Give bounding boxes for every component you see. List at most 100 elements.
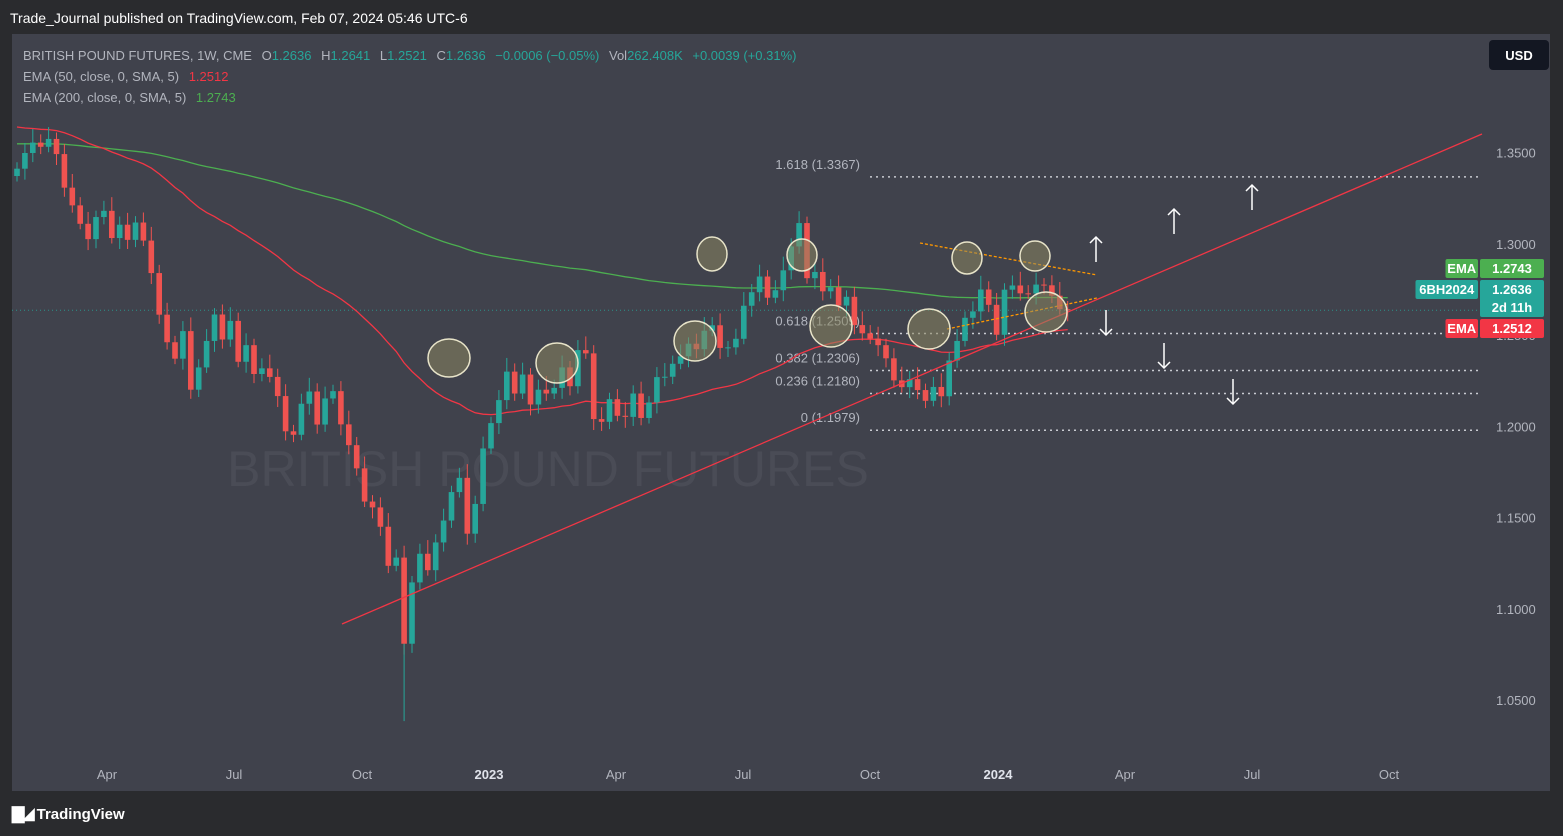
up-arrow-icon	[1167, 207, 1181, 234]
candle-body	[124, 224, 131, 240]
price-tag: 6BH2024 1.2636 2d 11h	[1415, 280, 1544, 317]
legend-l-value: 1.2521	[387, 48, 427, 63]
candle-body	[211, 314, 218, 341]
candle-body	[606, 399, 613, 422]
x-axis-tick-label: Oct	[352, 767, 373, 782]
x-axis-tick-label: Oct	[860, 767, 881, 782]
candle-body	[827, 287, 834, 292]
candle-body	[646, 402, 652, 418]
legend-c-value: 1.2636	[445, 48, 486, 63]
candle-body	[519, 374, 526, 394]
legend-ema50-value: 1.2512	[188, 69, 229, 84]
legend-vol-change: +0.0039 (+0.31%)	[692, 48, 797, 63]
chart-area[interactable]: BRITISH POUND FUTURES 1.618 (1.3367) 0.61…	[12, 34, 1550, 791]
ema-200-line	[17, 143, 1068, 299]
candle-body	[322, 398, 328, 425]
candle-body	[282, 396, 289, 432]
candle-body	[456, 477, 463, 493]
legend-ema200-label: EMA (200, close, 0, SMA, 5)	[23, 90, 187, 105]
price-tag-value-bg	[1480, 259, 1544, 278]
ema-50-line	[16, 126, 1068, 416]
candle-body	[1064, 309, 1071, 311]
candle-body	[590, 353, 597, 420]
candle-body	[812, 271, 818, 279]
highlight-circle	[786, 238, 818, 272]
y-axis-tick-label: 1.1000	[1496, 602, 1536, 617]
y-axis-tick-label: 1.2000	[1496, 419, 1536, 434]
candle-body	[203, 340, 210, 368]
x-axis-tick-label: Jul	[226, 767, 243, 782]
candle-body	[954, 340, 960, 361]
candle-body	[148, 240, 155, 274]
y-axis-tick-label: 1.1500	[1496, 511, 1536, 526]
watermark-text: BRITISH POUND FUTURES	[227, 441, 869, 497]
legend-h-label: H	[321, 48, 331, 63]
candle-body	[346, 424, 352, 446]
highlight-circle	[907, 308, 951, 350]
candle-body	[598, 419, 605, 422]
x-axis-tick-label: Oct	[1379, 767, 1400, 782]
down-arrow-icon	[1226, 379, 1240, 406]
candle-body	[630, 393, 636, 417]
currency-button[interactable]: USD	[1489, 40, 1549, 70]
fib-label: 0.236 (1.2180)	[775, 374, 860, 389]
candle-body	[1017, 285, 1024, 294]
legend-o-label: O	[261, 48, 272, 63]
candle-body	[851, 296, 858, 326]
candle-body	[527, 374, 534, 405]
x-axis-tick-label: 2024	[984, 767, 1014, 782]
price-tag-value: 1.2512	[1492, 321, 1532, 336]
candle-body	[535, 389, 542, 405]
candle-body	[985, 289, 992, 305]
candle-body	[425, 553, 431, 571]
candle-body	[409, 582, 415, 644]
candle-body	[243, 345, 249, 362]
tradingview-logo[interactable]: ▇◢ TradingView	[12, 804, 125, 824]
candle-body	[259, 368, 265, 374]
x-axis-tick-label: 2023	[475, 767, 504, 782]
candle-body	[401, 557, 407, 644]
candle-body	[93, 217, 99, 240]
fib-levels: 1.618 (1.3367)0.618 (1.2509)0.382 (1.230…	[12, 157, 1482, 431]
candle-body	[859, 325, 866, 334]
down-arrow-icon	[1157, 343, 1171, 370]
wedge-lower-line	[946, 297, 1098, 330]
candle-body	[472, 503, 478, 534]
candle-body	[464, 477, 471, 534]
fib-label: 0 (1.1979)	[801, 410, 860, 425]
price-tag-name-bg	[1415, 280, 1478, 299]
candle-body	[188, 331, 194, 390]
candle-body	[274, 376, 281, 397]
price-tag-countdown: 2d 11h	[1492, 300, 1533, 315]
price-tag-value-bg	[1480, 280, 1544, 317]
legend-c-label: C	[436, 48, 446, 63]
candle-body	[638, 393, 644, 418]
candle-body	[353, 445, 360, 469]
candlestick-chart[interactable]: BRITISH POUND FUTURES 1.618 (1.3367)0.61…	[12, 34, 1550, 791]
candle-body	[543, 389, 550, 394]
price-tag-name-bg	[1445, 319, 1478, 338]
candle-body	[369, 501, 376, 508]
legend-symbol-row: BRITISH POUND FUTURES, 1W, CME O1.2636 H…	[23, 45, 796, 66]
candle-body	[37, 142, 44, 147]
candle-body	[440, 520, 447, 543]
candle-body	[835, 287, 842, 306]
candle-body	[946, 360, 952, 397]
candle-body	[132, 222, 139, 240]
highlight-circle	[1024, 291, 1068, 333]
candle-body	[156, 273, 162, 315]
candle-body	[978, 289, 984, 312]
y-axis-tick-label: 1.3500	[1496, 146, 1536, 161]
candle-body	[393, 557, 399, 566]
highlight-circle	[535, 342, 579, 384]
candle-body	[891, 358, 897, 381]
candle-body	[314, 391, 320, 425]
candle-body	[298, 403, 305, 435]
price-tag-value: 1.2636	[1492, 282, 1532, 297]
candle-body	[116, 224, 123, 239]
ema-lines	[16, 126, 1068, 416]
legend-ema50-label: EMA (50, close, 0, SMA, 5)	[23, 69, 180, 84]
fib-label: 1.618 (1.3367)	[775, 157, 860, 172]
up-arrow-icon	[1089, 235, 1103, 262]
candle-body	[772, 290, 779, 298]
